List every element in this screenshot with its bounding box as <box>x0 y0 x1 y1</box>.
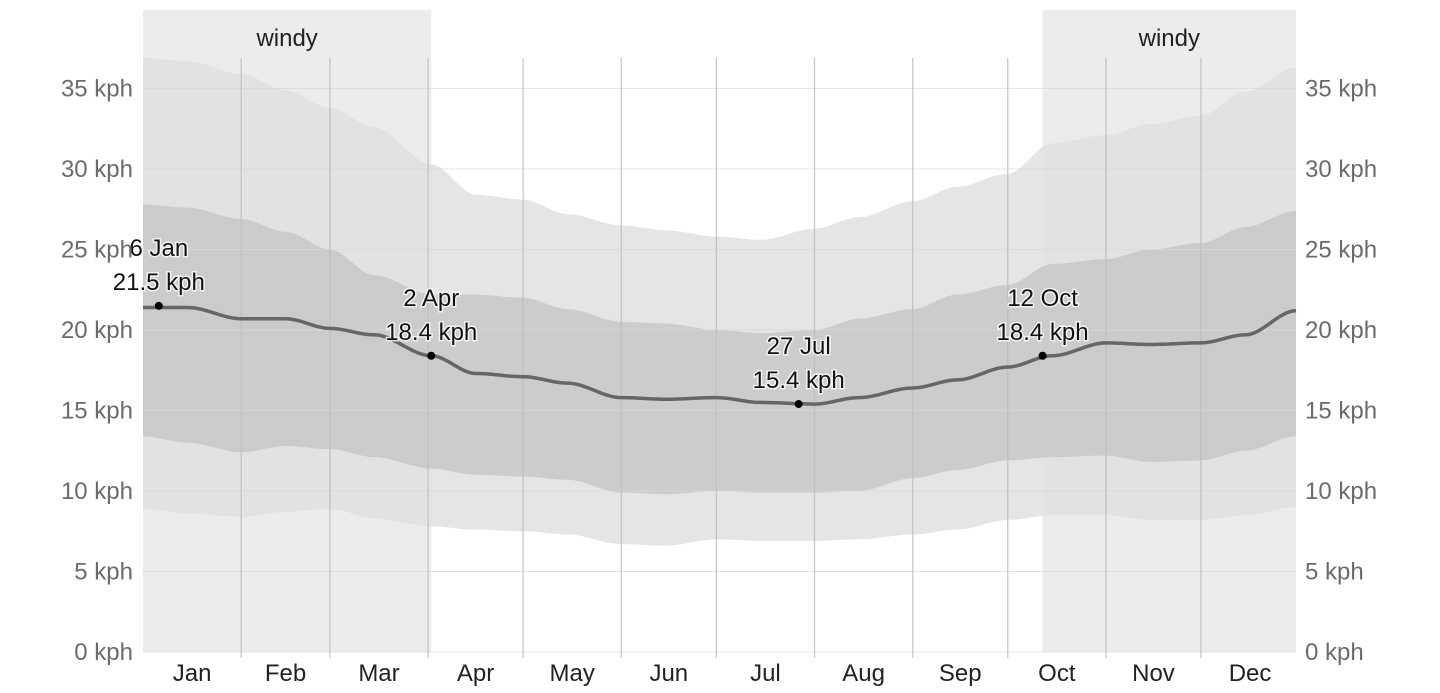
axes: 0 kph 0 kph 5 kph 5 kph 10 kph 10 kph 15 kph 15… <box>61 76 1377 688</box>
annotation-value: 15.4 kph <box>753 367 845 394</box>
month-label: Oct <box>1038 660 1076 687</box>
y-tick-label-right: 0 kph <box>1305 639 1364 666</box>
y-tick-label-left: 5 kph <box>74 559 133 586</box>
y-tick-label-right: 30 kph <box>1305 156 1377 183</box>
annotation-point <box>794 400 803 409</box>
y-tick-label-right: 10 kph <box>1305 478 1377 505</box>
y-tick-label-left: 20 kph <box>61 317 133 344</box>
average-wind-line <box>143 305 1297 406</box>
average-line-group <box>143 305 1297 406</box>
annotation-date: 6 Jan <box>129 235 188 262</box>
annotation-value: 18.4 kph <box>385 319 477 346</box>
y-tick-label-right: 20 kph <box>1305 317 1377 344</box>
annotations: 6 Jan 21.5 kph 2 Apr 18.4 kph 27 Jul 15.4 kph… <box>111 233 1090 409</box>
month-label: Dec <box>1229 660 1272 687</box>
season-label: windy <box>255 25 317 52</box>
y-tick-label-right: 35 kph <box>1305 76 1377 103</box>
month-label: Nov <box>1132 660 1175 687</box>
month-label: Jan <box>173 660 212 687</box>
annotation-point <box>1038 351 1047 360</box>
annotation-value: 21.5 kph <box>113 269 205 296</box>
y-tick-label-right: 5 kph <box>1305 559 1364 586</box>
annotation-date: 2 Apr <box>403 285 459 312</box>
month-label: May <box>550 660 595 687</box>
month-label: Feb <box>265 660 306 687</box>
month-label: Jul <box>750 660 781 687</box>
y-tick-label-left: 35 kph <box>61 76 133 103</box>
annotation-point <box>427 351 436 360</box>
gridlines <box>143 58 1296 658</box>
y-tick-label-left: 15 kph <box>61 398 133 425</box>
month-label: Mar <box>358 660 399 687</box>
y-tick-label-left: 30 kph <box>61 156 133 183</box>
annotation-date: 12 Oct <box>1007 285 1078 312</box>
month-label: Apr <box>457 660 494 687</box>
y-tick-label-right: 15 kph <box>1305 398 1377 425</box>
annotation-date: 27 Jul <box>767 333 831 360</box>
month-label: Sep <box>939 660 982 687</box>
y-tick-label-left: 25 kph <box>61 237 133 264</box>
y-tick-label-left: 10 kph <box>61 478 133 505</box>
month-label: Jun <box>649 660 688 687</box>
y-tick-label-left: 0 kph <box>74 639 133 666</box>
season-label: windy <box>1138 25 1200 52</box>
y-tick-label-right: 25 kph <box>1305 237 1377 264</box>
annotation-point <box>154 301 163 310</box>
month-label: Aug <box>842 660 885 687</box>
annotation-value: 18.4 kph <box>997 319 1089 346</box>
